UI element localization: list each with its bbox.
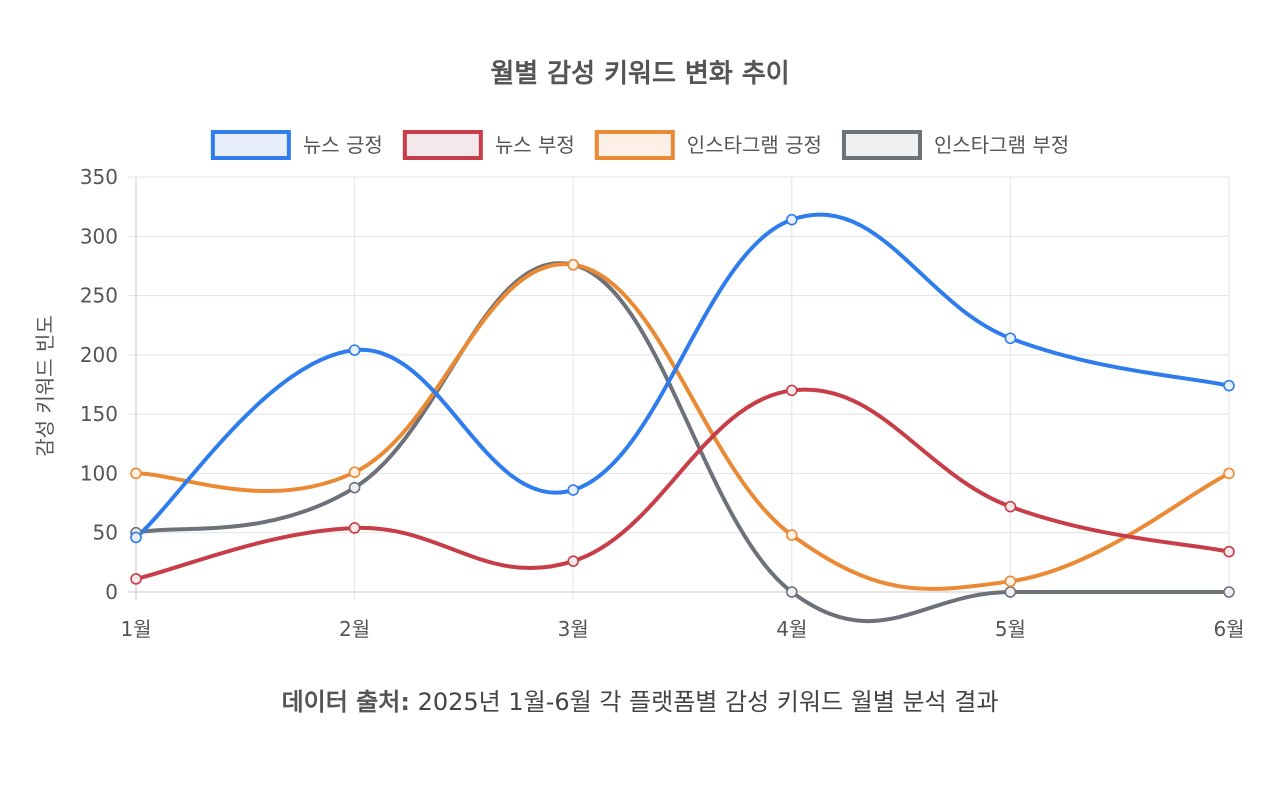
x-tick-label: 1월 (120, 617, 151, 641)
y-tick-label: 0 (105, 580, 118, 604)
data-point (1004, 500, 1017, 513)
data-point (1223, 586, 1235, 598)
data-point (1223, 545, 1235, 558)
y-tick-label: 350 (80, 165, 118, 189)
y-tick-label: 300 (80, 224, 118, 248)
x-tick-label: 6월 (1213, 617, 1244, 641)
data-point (1004, 586, 1017, 598)
data-point (1223, 379, 1235, 392)
data-point (785, 213, 798, 226)
legend-swatch (594, 130, 675, 160)
legend-label: 뉴스 부정 (495, 133, 575, 157)
series-line (134, 387, 1231, 581)
data-point (785, 384, 798, 397)
x-tick-label: 4월 (776, 617, 807, 641)
y-axis-label: 감성 키워드 빈도 (33, 315, 57, 457)
y-tick-label: 150 (80, 402, 118, 426)
legend-swatch (210, 130, 291, 160)
data-point (130, 467, 142, 480)
data-point (348, 522, 361, 534)
y-tick-label: 200 (80, 343, 118, 367)
data-point (785, 586, 798, 598)
series-line (134, 262, 1231, 591)
data-source: 데이터 출처: 2025년 1월-6월 각 플랫폼별 감성 키워드 월별 분석 … (0, 682, 1280, 717)
y-axis-ticks: 0 50 100 150 200 250 300 350 (80, 165, 118, 604)
data-point (348, 344, 361, 356)
y-tick-label: 100 (80, 461, 118, 485)
data-point (1004, 332, 1017, 345)
legend: 뉴스 긍정 뉴스 부정 인스타그램 긍정 인스타그램 부정 (210, 130, 1069, 160)
legend-swatch (841, 130, 922, 160)
x-axis-ticks: 1월 2월 3월 4월 5월 6월 (120, 617, 1244, 641)
data-point (567, 484, 580, 496)
data-source-label: 데이터 출처: (281, 688, 410, 716)
data-point (348, 481, 361, 494)
chart-title: 월별 감성 키워드 변화 추이 (490, 59, 789, 89)
data-point (1004, 575, 1017, 588)
y-tick-label: 250 (80, 284, 118, 308)
legend-label: 인스타그램 긍정 (687, 133, 822, 157)
data-point (1223, 467, 1235, 480)
data-point (130, 573, 142, 585)
legend-label: 뉴스 긍정 (303, 133, 383, 157)
x-tick-label: 3월 (558, 617, 589, 641)
data-point (567, 555, 580, 567)
data-source-text: 2025년 1월-6월 각 플랫폼별 감성 키워드 월별 분석 결과 (409, 688, 999, 716)
series-lines (134, 212, 1231, 624)
x-tick-label: 5월 (995, 617, 1026, 641)
legend-label: 인스타그램 부정 (934, 133, 1069, 157)
data-points (130, 213, 1235, 598)
x-tick-label: 2월 (339, 617, 370, 641)
y-tick-label: 50 (93, 521, 118, 545)
data-point (785, 529, 798, 541)
data-point (130, 531, 142, 544)
data-point (348, 466, 361, 479)
data-point (567, 258, 580, 271)
legend-swatch (402, 130, 483, 160)
